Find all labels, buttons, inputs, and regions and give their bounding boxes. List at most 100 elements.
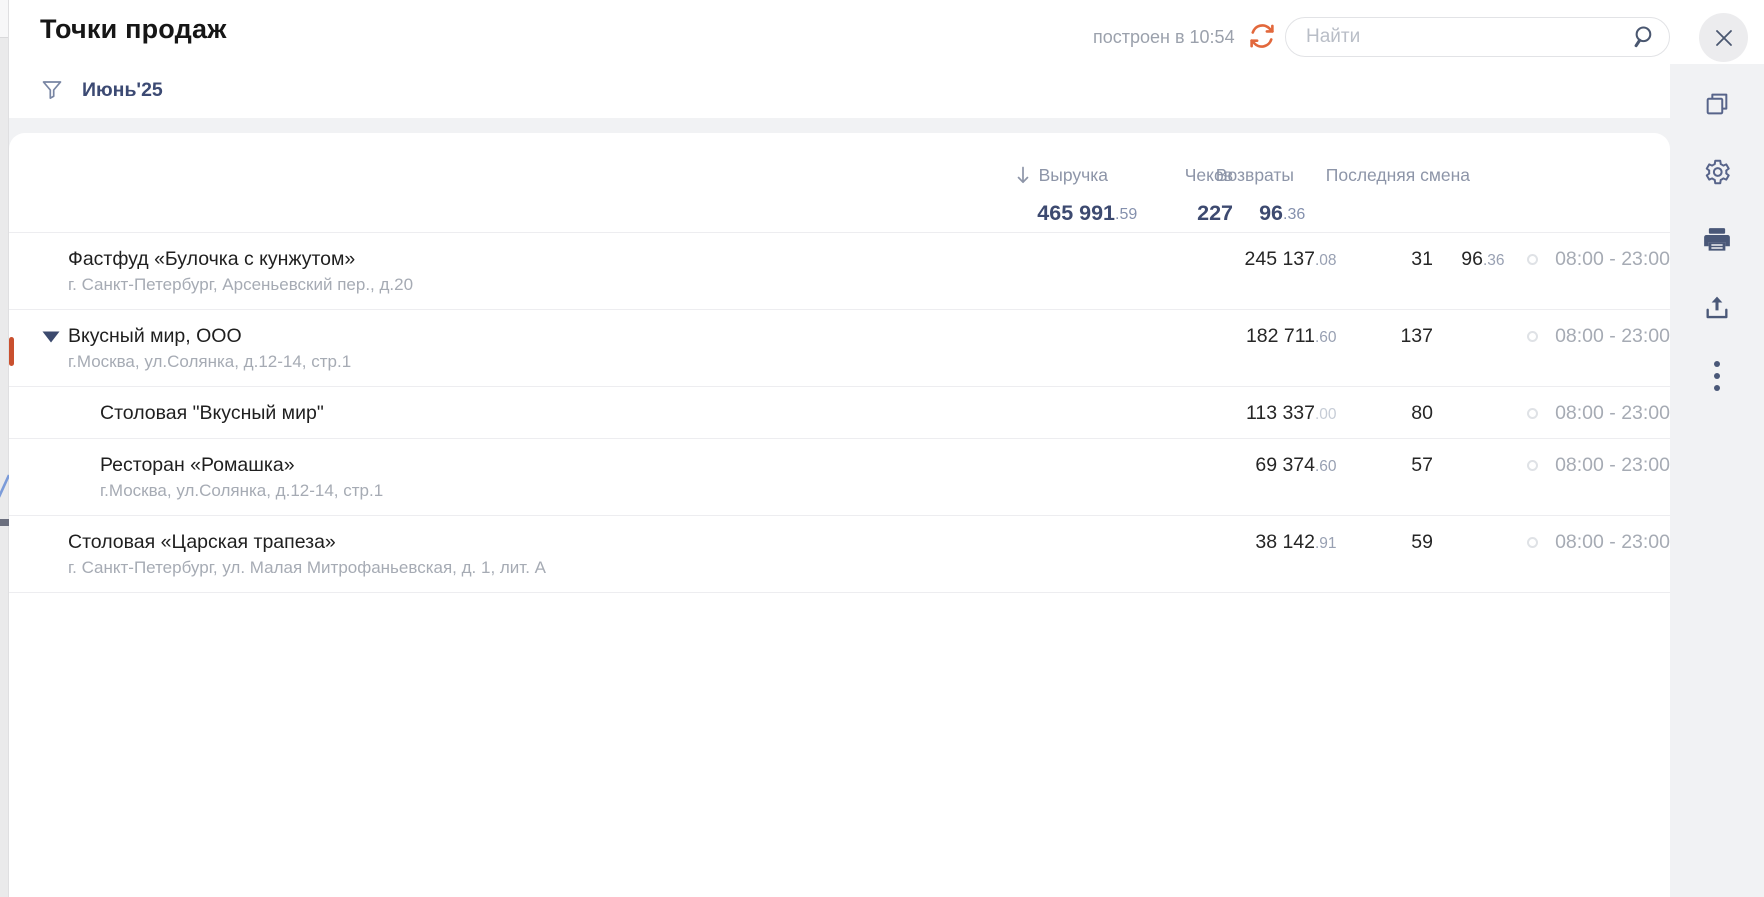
returns-cell: [1433, 452, 1517, 456]
table-header: Выручка Чеков Возвраты Последняя смена: [9, 133, 1670, 233]
totals-checks: 227: [1197, 201, 1233, 225]
table-row[interactable]: Вкусный мир, ООО г.Москва, ул.Солянка, д…: [9, 310, 1670, 387]
outlet-name: Столовая "Вкусный мир": [100, 402, 324, 424]
column-header-checks[interactable]: Чеков: [1184, 165, 1233, 185]
revenue-decimals: .60: [1315, 458, 1337, 475]
printer-icon: [1704, 228, 1730, 251]
table-row[interactable]: Фастфуд «Булочка с кунжутом» г. Санкт-Пе…: [9, 233, 1670, 310]
settings-button[interactable]: [1701, 156, 1733, 188]
shift-status-icon: [1527, 330, 1539, 342]
export-icon: [1706, 296, 1728, 319]
revenue-value: 38 142: [1255, 531, 1315, 553]
returns-cell: 96.36: [1433, 246, 1517, 272]
export-button[interactable]: [1701, 292, 1733, 324]
refresh-button[interactable]: [1247, 21, 1277, 51]
returns-cell: [1433, 400, 1517, 404]
search-field: [1285, 17, 1670, 57]
revenue-cell: 182 711.60: [1129, 323, 1349, 349]
shift-time: 08:00 - 23:00: [1555, 325, 1670, 347]
totals-row: 465 991.59 227 96.36: [9, 200, 1670, 233]
report-header: Точки продаж построен в 10:54: [9, 0, 1764, 64]
checks-cell: 31: [1349, 246, 1433, 272]
revenue-value: 245 137: [1244, 248, 1316, 270]
last-shift-cell: 08:00 - 23:00: [1517, 529, 1670, 555]
outlet-name-cell: Вкусный мир, ООО г.Москва, ул.Солянка, д…: [9, 323, 1129, 374]
right-toolbar: [1670, 64, 1764, 897]
revenue-decimals: .08: [1315, 252, 1337, 269]
revenue-decimals: .00: [1315, 406, 1337, 423]
returns-decimals: [1483, 529, 1517, 533]
report-built-timestamp: построен в 10:54: [1093, 27, 1235, 47]
sales-points-report-modal: Точки продаж построен в 10:54: [9, 0, 1764, 897]
shift-status-icon: [1527, 407, 1539, 419]
revenue-value: 69 374: [1255, 454, 1315, 476]
revenue-value: 182 711: [1245, 325, 1315, 347]
last-shift-cell: 08:00 - 23:00: [1517, 452, 1670, 478]
settings-gear-icon: [1705, 159, 1730, 185]
more-actions-button[interactable]: [1701, 360, 1733, 392]
returns-decimals: [1483, 452, 1517, 456]
checks-cell: 80: [1349, 400, 1433, 426]
underlying-page-edge: [0, 0, 9, 897]
column-header-last-shift[interactable]: Последняя смена: [1325, 165, 1470, 185]
table-row[interactable]: Столовая "Вкусный мир" 113 337.00 80 08:…: [9, 387, 1670, 439]
refresh-icon: [1250, 24, 1274, 48]
close-button[interactable]: [1699, 13, 1748, 62]
table-row[interactable]: Столовая «Царская трапеза» г. Санкт-Пете…: [9, 516, 1670, 593]
underlying-chart-line: [0, 474, 9, 498]
outlet-name: Вкусный мир, ООО: [68, 325, 242, 347]
outlet-name-cell: Ресторан «Ромашка» г.Москва, ул.Солянка,…: [9, 452, 1129, 503]
checks-cell: 59: [1349, 529, 1433, 555]
revenue-decimals: .60: [1315, 329, 1337, 346]
kebab-menu-icon: [1714, 361, 1720, 391]
print-button[interactable]: [1701, 224, 1733, 256]
duplicate-button[interactable]: [1701, 88, 1733, 120]
page-title: Точки продаж: [40, 14, 227, 44]
column-header-revenue[interactable]: Выручка: [929, 163, 1149, 187]
checks-value: 59: [1411, 531, 1433, 553]
last-shift-cell: 08:00 - 23:00: [1517, 246, 1670, 272]
outlet-address: г. Санкт-Петербург, ул. Малая Митрофанье…: [68, 558, 546, 577]
checks-value: 31: [1411, 248, 1433, 270]
revenue-value: 113 337: [1245, 402, 1315, 424]
table-wrap: Выручка Чеков Возвраты Последняя смена: [9, 118, 1670, 897]
underlying-page-fragment-dark: [0, 519, 9, 526]
checks-cell: 57: [1349, 452, 1433, 478]
outlet-address: г.Москва, ул.Солянка, д.12-14, стр.1: [68, 352, 352, 371]
search-input[interactable]: [1306, 26, 1631, 48]
report-main-column: Июнь'25: [9, 64, 1670, 897]
shift-status-icon: [1527, 253, 1539, 265]
table-body: Фастфуд «Булочка с кунжутом» г. Санкт-Пе…: [9, 233, 1670, 593]
returns-cell: [1433, 323, 1517, 327]
shift-time: 08:00 - 23:00: [1555, 531, 1670, 553]
revenue-decimals: .91: [1315, 535, 1337, 552]
checks-value: 80: [1411, 402, 1433, 424]
revenue-cell: 113 337.00: [1129, 400, 1349, 426]
column-header-returns[interactable]: Возвраты: [1215, 165, 1294, 185]
revenue-cell: 69 374.60: [1129, 452, 1349, 478]
underlying-page-fragment: [0, 0, 8, 38]
collapse-expander-icon[interactable]: [41, 330, 61, 344]
returns-decimals: .36: [1483, 252, 1505, 269]
table-row[interactable]: Ресторан «Ромашка» г.Москва, ул.Солянка,…: [9, 439, 1670, 516]
returns-value: 96: [1461, 248, 1483, 270]
outlet-address: г. Санкт-Петербург, Арсеньевский пер., д…: [68, 275, 414, 294]
duplicate-icon: [1706, 93, 1728, 115]
returns-decimals: [1483, 323, 1517, 327]
totals-revenue: 465 991.59: [1037, 201, 1138, 225]
totals-returns: 96.36: [1259, 201, 1306, 225]
selected-row-marker: [9, 337, 14, 366]
sort-desc-icon: [1017, 166, 1028, 184]
returns-decimals: [1483, 400, 1517, 404]
checks-value: 57: [1411, 454, 1433, 476]
outlet-address: г.Москва, ул.Солянка, д.12-14, стр.1: [100, 481, 384, 500]
filter-funnel-icon: [42, 81, 62, 99]
search-icon: [1634, 26, 1652, 48]
checks-cell: 137: [1349, 323, 1433, 349]
outlet-name: Столовая «Царская трапеза»: [68, 531, 336, 553]
filter-bar: Июнь'25: [9, 64, 1670, 118]
returns-cell: [1433, 529, 1517, 533]
period-filter-chip[interactable]: Июнь'25: [40, 78, 163, 102]
shift-time: 08:00 - 23:00: [1555, 454, 1670, 476]
